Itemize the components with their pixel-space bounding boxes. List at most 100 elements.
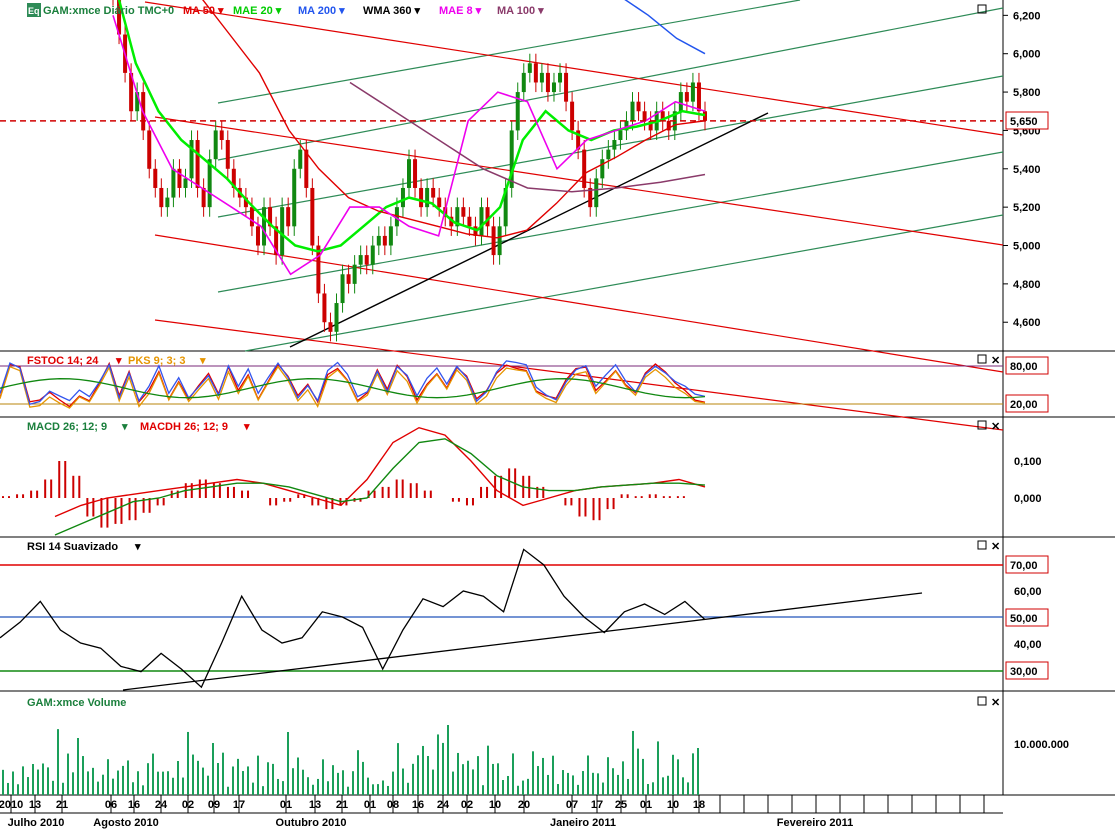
candle-body bbox=[437, 197, 442, 208]
volume-tick: 10.000.000 bbox=[1014, 739, 1069, 751]
red-channel-line bbox=[154, 319, 1004, 431]
macdh-label: MACDH 26; 12; 9 bbox=[140, 421, 228, 433]
x-day-label: 07 bbox=[566, 799, 578, 811]
moving-averages bbox=[112, 0, 706, 276]
macd-lines bbox=[54, 426, 706, 536]
candle-body bbox=[588, 187, 593, 208]
x-day-label: 18 bbox=[693, 799, 705, 811]
candle-body bbox=[449, 216, 454, 227]
candle-body bbox=[594, 178, 599, 208]
x-day-label: 01 bbox=[640, 799, 652, 811]
candle-body bbox=[207, 159, 212, 208]
candle-body bbox=[382, 235, 387, 246]
rsi-dropdown-icon[interactable]: ▾ bbox=[134, 541, 141, 553]
legend-item[interactable]: MA 50 ▾ bbox=[183, 5, 224, 17]
price-tick-label: 5,200 bbox=[1013, 202, 1041, 214]
black-trendline bbox=[289, 112, 769, 348]
fstoc-signal-line bbox=[0, 378, 706, 399]
green-channel-line bbox=[217, 75, 1004, 218]
x-day-label: 08 bbox=[387, 799, 399, 811]
x-day-label: 09 bbox=[208, 799, 220, 811]
maximize-icon[interactable] bbox=[977, 696, 987, 706]
candle-body bbox=[533, 63, 538, 83]
pks-dropdown-icon[interactable]: ▾ bbox=[199, 355, 206, 367]
candle-body bbox=[455, 207, 460, 227]
candle-body bbox=[564, 72, 569, 102]
logo-icon[interactable] bbox=[27, 3, 41, 17]
x-day-label: 24 bbox=[155, 799, 168, 811]
candle-body bbox=[642, 111, 647, 121]
candle-body bbox=[195, 140, 200, 188]
fstoc-20-label: 20,00 bbox=[1010, 399, 1038, 411]
macdh-dropdown-icon[interactable]: ▾ bbox=[243, 421, 250, 433]
candle-body bbox=[201, 187, 206, 208]
x-day-label: 06 bbox=[105, 799, 117, 811]
candle-body bbox=[696, 82, 701, 112]
candle-body bbox=[576, 130, 581, 150]
candle-body bbox=[539, 72, 544, 83]
legend-item[interactable]: MA 200 ▾ bbox=[298, 5, 345, 17]
x-month-label: Janeiro 2011 bbox=[550, 817, 616, 829]
legend-item[interactable]: MA 100 ▾ bbox=[497, 5, 544, 17]
candle-body bbox=[624, 120, 629, 131]
candle-body bbox=[684, 92, 689, 102]
x-day-label: 10 bbox=[489, 799, 501, 811]
candle-body bbox=[129, 72, 134, 112]
candle-body bbox=[413, 159, 418, 188]
x-day-label: 25 bbox=[615, 799, 627, 811]
close-icon[interactable]: ✕ bbox=[991, 541, 1000, 553]
fstoc-20-box bbox=[1005, 394, 1049, 413]
x-day-label: 17 bbox=[591, 799, 603, 811]
candle-body bbox=[274, 226, 279, 256]
rsi-70-label: 70,00 bbox=[1010, 560, 1038, 572]
candle-body bbox=[648, 120, 653, 131]
candle-body bbox=[473, 226, 478, 236]
candle-body bbox=[147, 130, 152, 169]
rsi-line bbox=[0, 548, 706, 689]
candle-body bbox=[606, 149, 611, 160]
candle-body bbox=[509, 130, 514, 188]
legend-item[interactable]: MAE 20 ▾ bbox=[233, 5, 282, 17]
candle-body bbox=[153, 168, 158, 188]
green-channel-line bbox=[217, 7, 1004, 161]
candle-body bbox=[400, 187, 405, 208]
ma-line bbox=[349, 81, 706, 193]
candle-body bbox=[666, 120, 671, 131]
maximize-icon[interactable] bbox=[977, 540, 987, 550]
candle-body bbox=[503, 187, 508, 227]
candle-body bbox=[183, 178, 188, 188]
maximize-icon[interactable] bbox=[977, 4, 987, 14]
legend-item[interactable]: WMA 360 ▾ bbox=[363, 5, 421, 17]
price-tick-label: 6,000 bbox=[1013, 49, 1041, 61]
red-channel-line bbox=[144, 1, 1004, 136]
close-icon[interactable]: ✕ bbox=[991, 355, 1000, 367]
x-day-label: 10 bbox=[667, 799, 679, 811]
x-day-label: 21 bbox=[336, 799, 348, 811]
x-day-label: 13 bbox=[309, 799, 321, 811]
legend-item[interactable]: GAM:xmce Diário TMC+0 bbox=[43, 5, 174, 17]
price-tick-label: 5,800 bbox=[1013, 87, 1041, 99]
price-panel: 6,2006,0005,8005,6005,4005,2005,0004,800… bbox=[0, 0, 1049, 431]
candle-body bbox=[388, 226, 393, 246]
close-icon[interactable]: ✕ bbox=[991, 421, 1000, 433]
x-day-label: 02 bbox=[461, 799, 473, 811]
maximize-icon[interactable] bbox=[977, 420, 987, 430]
candle-body bbox=[690, 82, 695, 102]
rsi-trendline bbox=[122, 592, 923, 691]
volume-bars bbox=[2, 725, 699, 795]
fstoc-dropdown-icon[interactable]: ▾ bbox=[115, 355, 122, 367]
candle-body bbox=[358, 255, 363, 265]
price-axis: 6,2006,0005,8005,6005,4005,2005,0004,800… bbox=[1003, 10, 1041, 329]
indicator-legend: GAM:xmce Diário TMC+0 MA 50 ▾ MAE 20 ▾ MA 2… bbox=[43, 5, 544, 17]
close-icon[interactable]: ✕ bbox=[991, 697, 1000, 709]
candle-body bbox=[370, 245, 375, 265]
price-tick-label: 4,800 bbox=[1013, 279, 1041, 291]
candle-body bbox=[243, 197, 248, 208]
rsi-50-box bbox=[1005, 608, 1049, 627]
rsi-tick: 40,00 bbox=[1014, 639, 1042, 651]
candle-body bbox=[135, 92, 140, 112]
maximize-icon[interactable] bbox=[977, 354, 987, 364]
legend-item[interactable]: MAE 8 ▾ bbox=[439, 5, 482, 17]
macd-dropdown-icon[interactable]: ▾ bbox=[121, 421, 128, 433]
